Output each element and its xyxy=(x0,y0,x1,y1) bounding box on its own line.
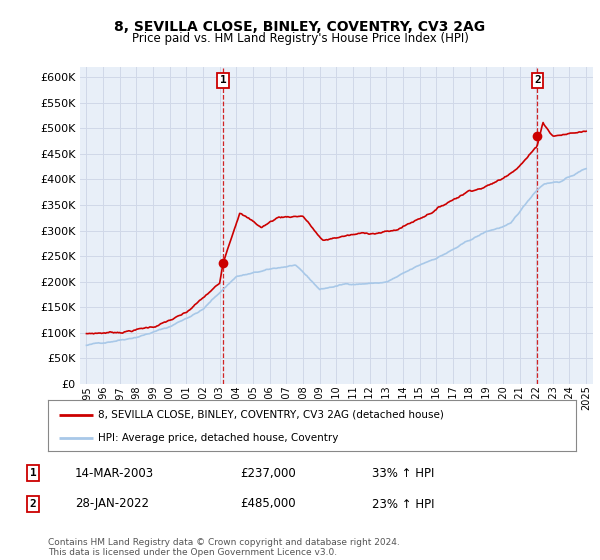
Text: HPI: Average price, detached house, Coventry: HPI: Average price, detached house, Cove… xyxy=(98,433,338,443)
Text: 2: 2 xyxy=(29,499,37,509)
Text: 14-MAR-2003: 14-MAR-2003 xyxy=(75,466,154,480)
Text: Price paid vs. HM Land Registry's House Price Index (HPI): Price paid vs. HM Land Registry's House … xyxy=(131,32,469,45)
Text: £485,000: £485,000 xyxy=(240,497,296,511)
Text: 28-JAN-2022: 28-JAN-2022 xyxy=(75,497,149,511)
Text: 33% ↑ HPI: 33% ↑ HPI xyxy=(372,466,434,480)
Text: 23% ↑ HPI: 23% ↑ HPI xyxy=(372,497,434,511)
Text: 8, SEVILLA CLOSE, BINLEY, COVENTRY, CV3 2AG: 8, SEVILLA CLOSE, BINLEY, COVENTRY, CV3 … xyxy=(115,20,485,34)
Text: 1: 1 xyxy=(220,75,226,85)
Text: Contains HM Land Registry data © Crown copyright and database right 2024.
This d: Contains HM Land Registry data © Crown c… xyxy=(48,538,400,557)
Text: 8, SEVILLA CLOSE, BINLEY, COVENTRY, CV3 2AG (detached house): 8, SEVILLA CLOSE, BINLEY, COVENTRY, CV3 … xyxy=(98,409,444,419)
Text: £237,000: £237,000 xyxy=(240,466,296,480)
Text: 1: 1 xyxy=(29,468,37,478)
Text: 2: 2 xyxy=(534,75,541,85)
